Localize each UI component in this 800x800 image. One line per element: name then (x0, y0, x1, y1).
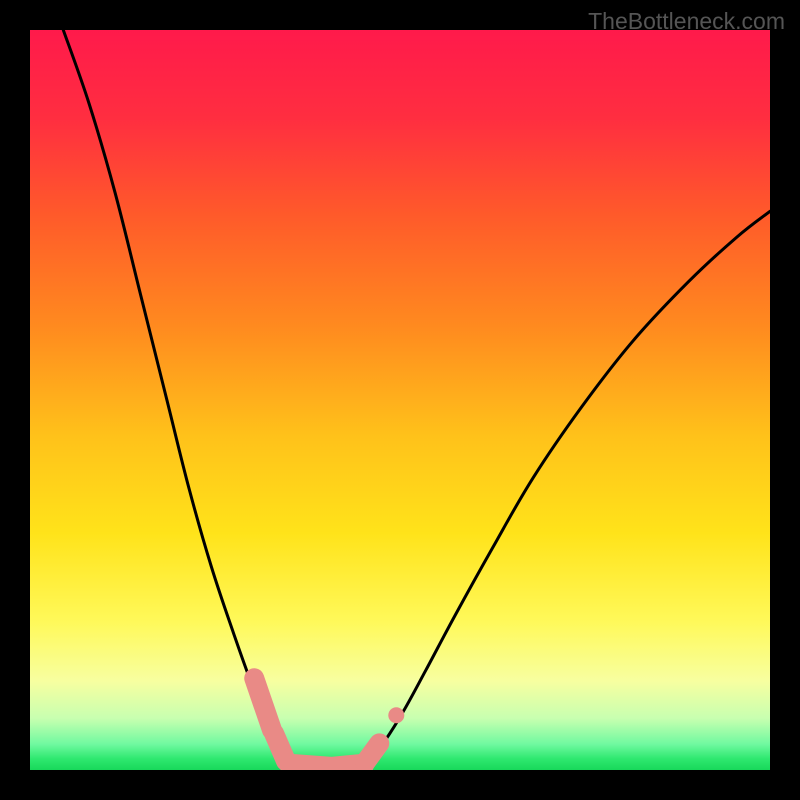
stage: TheBottleneck.com (0, 0, 800, 800)
chart-background (30, 30, 770, 770)
data-marker (365, 743, 379, 762)
watermark-text: TheBottleneck.com (588, 8, 785, 35)
chart-svg (30, 30, 770, 770)
data-marker (388, 707, 404, 723)
